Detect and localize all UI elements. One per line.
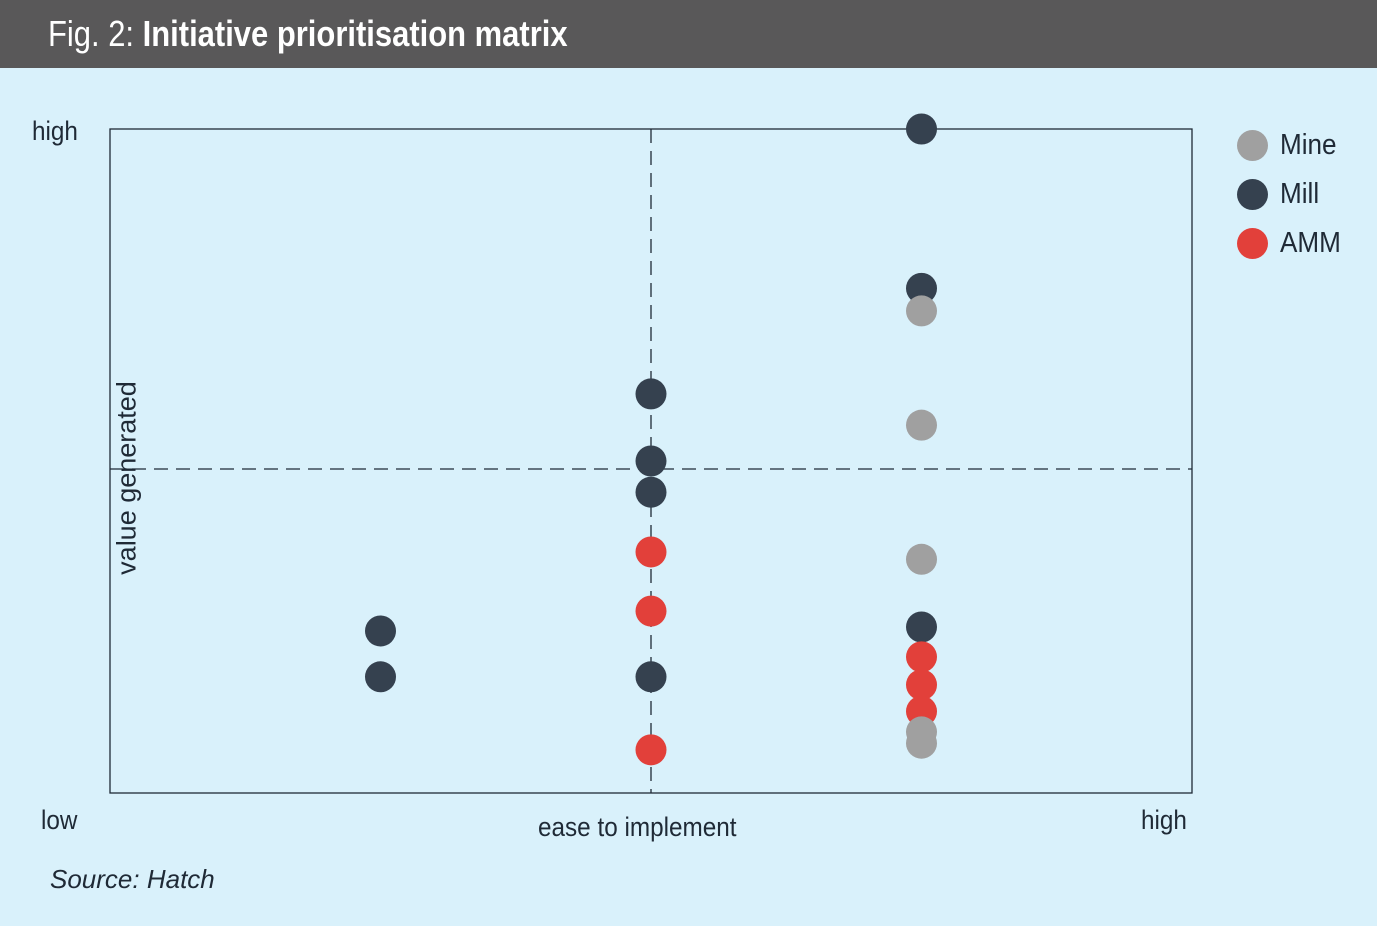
figure-title: Fig. 2: Initiative prioritisation matrix — [48, 12, 568, 56]
x-axis-low-label: low — [41, 805, 78, 835]
data-point-mine — [906, 295, 937, 327]
data-point-amm — [906, 669, 937, 701]
data-point-amm — [635, 595, 667, 627]
data-point-mill — [635, 378, 667, 410]
data-point-mine — [906, 543, 937, 575]
data-point-mill — [365, 615, 396, 647]
data-point-mill — [906, 611, 937, 643]
source-note: Source: Hatch — [50, 864, 215, 894]
data-point-mill — [906, 272, 937, 304]
legend-label-mine: Mine — [1280, 128, 1337, 161]
data-point-mill — [635, 445, 667, 477]
figure-number: Fig. 2: — [48, 13, 135, 54]
legend-item-mill: Mill — [1237, 178, 1324, 210]
data-point-amm — [635, 734, 667, 766]
data-point-mine — [906, 727, 937, 759]
x-axis-high-label: high — [1141, 805, 1187, 835]
data-point-mill — [635, 476, 667, 508]
data-point-mill — [635, 661, 667, 693]
data-point-amm — [906, 641, 937, 673]
legend-marker-amm — [1237, 227, 1268, 259]
y-axis-title: value generated — [111, 381, 142, 575]
data-point-mine — [906, 409, 937, 441]
legend-marker-mill — [1237, 178, 1268, 210]
data-point-mill — [906, 113, 937, 145]
y-axis-high-label: high — [32, 116, 78, 146]
x-axis-title: ease to implement — [538, 812, 737, 842]
data-point-amm — [635, 536, 667, 568]
data-point-mill — [365, 661, 396, 693]
legend-label-amm: AMM — [1280, 226, 1341, 259]
legend-item-amm: AMM — [1237, 227, 1348, 259]
chart-title: Initiative prioritisation matrix — [142, 13, 568, 54]
legend-marker-mine — [1237, 129, 1268, 161]
legend-label-mill: Mill — [1280, 177, 1320, 210]
legend-item-mine: Mine — [1237, 129, 1343, 161]
figure-header: Fig. 2: Initiative prioritisation matrix — [0, 0, 1377, 68]
